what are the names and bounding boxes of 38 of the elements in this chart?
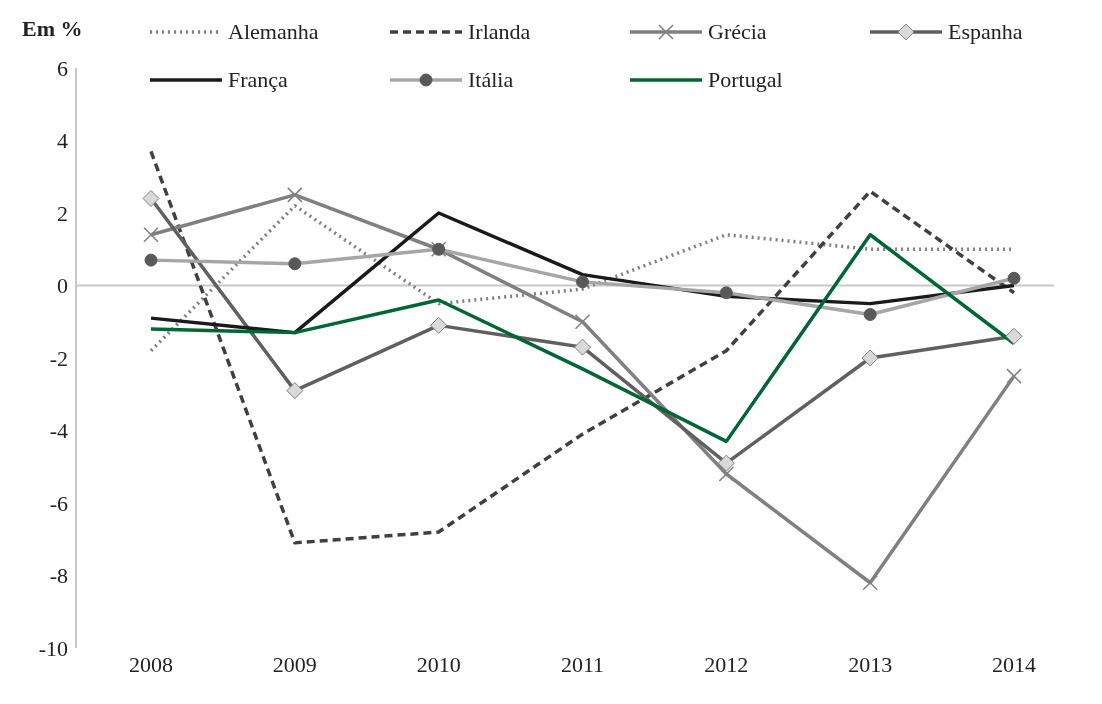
point xyxy=(717,454,735,472)
point xyxy=(142,190,160,207)
point xyxy=(1005,327,1023,345)
x-tick-label: 2014 xyxy=(992,651,1036,677)
x-tick-label: 2011 xyxy=(560,651,605,677)
x-tick-label: 2009 xyxy=(272,651,317,677)
y-tick-label: -2 xyxy=(49,345,68,371)
legend-label: Portugal xyxy=(708,67,783,93)
point xyxy=(574,314,591,330)
x-tick-label: 2013 xyxy=(848,651,893,677)
legend-label: Alemanha xyxy=(228,19,319,45)
line-series xyxy=(149,149,1016,545)
point xyxy=(862,575,878,591)
y-tick-label: 6 xyxy=(57,55,68,81)
point xyxy=(143,227,159,243)
point xyxy=(287,187,303,203)
y-tick-label: -6 xyxy=(49,490,68,516)
legend-label: França xyxy=(228,67,288,93)
y-axis-title: Em % xyxy=(22,16,83,42)
y-tick-label: 0 xyxy=(57,273,68,299)
y-tick-label: 4 xyxy=(57,128,68,154)
y-tick-label: -8 xyxy=(49,563,68,589)
point xyxy=(718,466,735,482)
point xyxy=(286,382,304,400)
x-tick-label: 2012 xyxy=(704,651,749,677)
legend-label: Espanha xyxy=(948,19,1023,45)
y-tick-label: -4 xyxy=(49,418,68,444)
legend-label: Grécia xyxy=(708,19,767,45)
y-tick-label: -10 xyxy=(38,635,68,661)
x-tick-label: 2008 xyxy=(129,651,173,677)
y-tick-label: 2 xyxy=(57,200,68,226)
legend-label: Itália xyxy=(468,67,514,93)
point xyxy=(861,349,879,367)
point xyxy=(430,316,448,334)
x-tick-label: 2010 xyxy=(416,651,461,677)
point xyxy=(574,338,591,356)
legend-label: Irlanda xyxy=(468,19,531,45)
point xyxy=(1006,368,1022,384)
